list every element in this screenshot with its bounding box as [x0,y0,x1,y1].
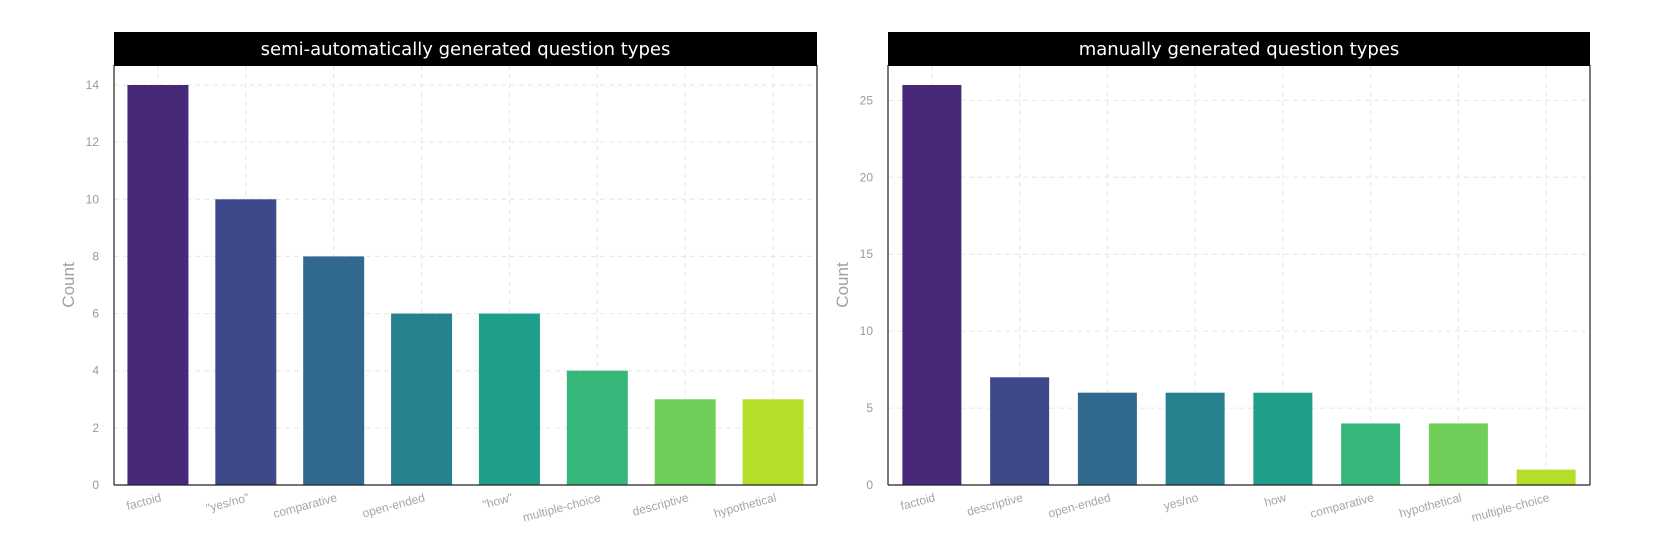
bar [478,313,540,485]
chart-title: manually generated question types [1079,39,1400,60]
bar [303,256,365,485]
y-axis-label: Count [59,262,78,308]
chart-panel-2: 0 5 10 15 20 25 Count factoid descriptive open-en… [833,32,1591,525]
x-tick-label: comparative [1309,490,1376,521]
bar [990,377,1050,485]
y-axis-label: Count [833,262,852,308]
y-tick-label: 12 [86,135,100,149]
bar [1253,392,1313,485]
title-bar [888,32,1590,66]
y-tick-label: 2 [92,421,99,435]
x-tick-label: yes/no [1162,490,1200,513]
y-tick-label: 0 [92,478,99,492]
bar [1341,423,1401,485]
x-tick-label: how [1263,490,1288,509]
title-bar [114,32,817,66]
y-tick-label: 10 [86,192,100,206]
bar [391,313,453,485]
x-tick-label: hypothetical [712,490,777,520]
bar [742,399,804,485]
x-tick-label: multiple-choice [521,490,602,524]
x-tick-label: multiple-choice [1470,490,1551,524]
y-tick-label: 5 [866,401,873,415]
y-tick-label: 8 [92,249,99,263]
bar [902,85,962,485]
x-tick-label: factoid [125,490,163,513]
y-tick-label: 25 [860,93,874,107]
chart-title: semi-automatically generated question ty… [261,39,671,60]
y-tick-label: 10 [860,324,874,338]
x-tick-label: "how" [481,490,514,511]
x-tick-label: comparative [272,490,339,521]
x-tick-label: open-ended [361,490,427,520]
x-tick-label: descriptive [965,490,1024,518]
bar [654,399,716,485]
x-tick-label: descriptive [631,490,690,518]
bar [127,85,189,485]
chart-panel-1: 0 2 4 6 8 10 12 14 Count factoid "yes/no" comparati… [59,32,818,525]
x-tick-label: factoid [899,490,937,513]
bar [1165,392,1225,485]
y-tick-label: 15 [860,247,874,261]
y-tick-label: 4 [92,364,99,378]
y-tick-label: 6 [92,307,99,321]
bar [1077,392,1137,485]
bar [566,370,628,485]
bar [215,199,277,486]
bar [1428,423,1488,485]
x-tick-label: "yes/no" [205,490,251,515]
y-tick-label: 20 [860,170,874,184]
x-tick-label: open-ended [1047,490,1113,520]
bar [1516,469,1576,485]
x-tick-label: hypothetical [1398,490,1463,520]
y-tick-label: 0 [866,478,873,492]
y-tick-label: 14 [86,78,100,92]
